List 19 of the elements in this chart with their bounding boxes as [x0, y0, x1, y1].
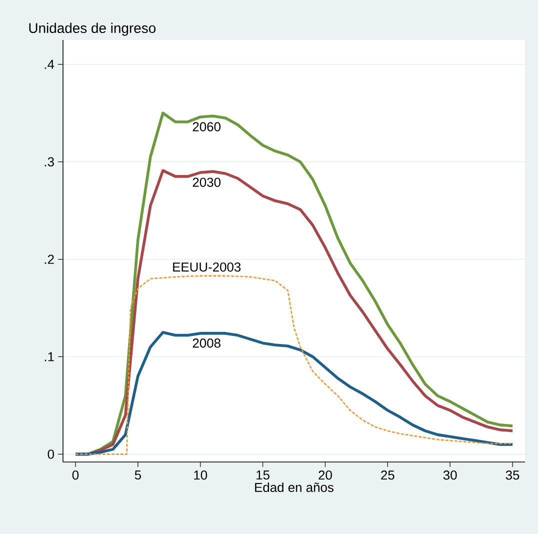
x-tick-label: 20 — [318, 470, 332, 480]
x-tick-label: 25 — [381, 470, 394, 480]
series-label: 2008 — [192, 338, 220, 348]
y-tick-label: .3 — [44, 157, 54, 166]
x-tick-label: 5 — [134, 470, 141, 480]
series-label: 2030 — [192, 178, 220, 187]
series-label: EEUU-2003 — [173, 262, 241, 272]
x-tick-label: 35 — [506, 470, 520, 480]
y-tick-label: .2 — [44, 254, 54, 264]
y-tick-label: .1 — [44, 352, 54, 362]
y-tick-label: 0 — [48, 450, 54, 459]
series-label: 2060 — [192, 122, 220, 132]
x-tick-label: 10 — [194, 470, 208, 480]
x-tick-label: 15 — [256, 470, 270, 480]
y-axis-title: Unidades de ingreso — [29, 22, 156, 36]
y-tick-label: .4 — [44, 60, 54, 69]
x-tick-label: 0 — [72, 470, 79, 480]
x-tick-label: 30 — [443, 470, 457, 480]
x-axis-title: Edad en años — [255, 482, 334, 492]
